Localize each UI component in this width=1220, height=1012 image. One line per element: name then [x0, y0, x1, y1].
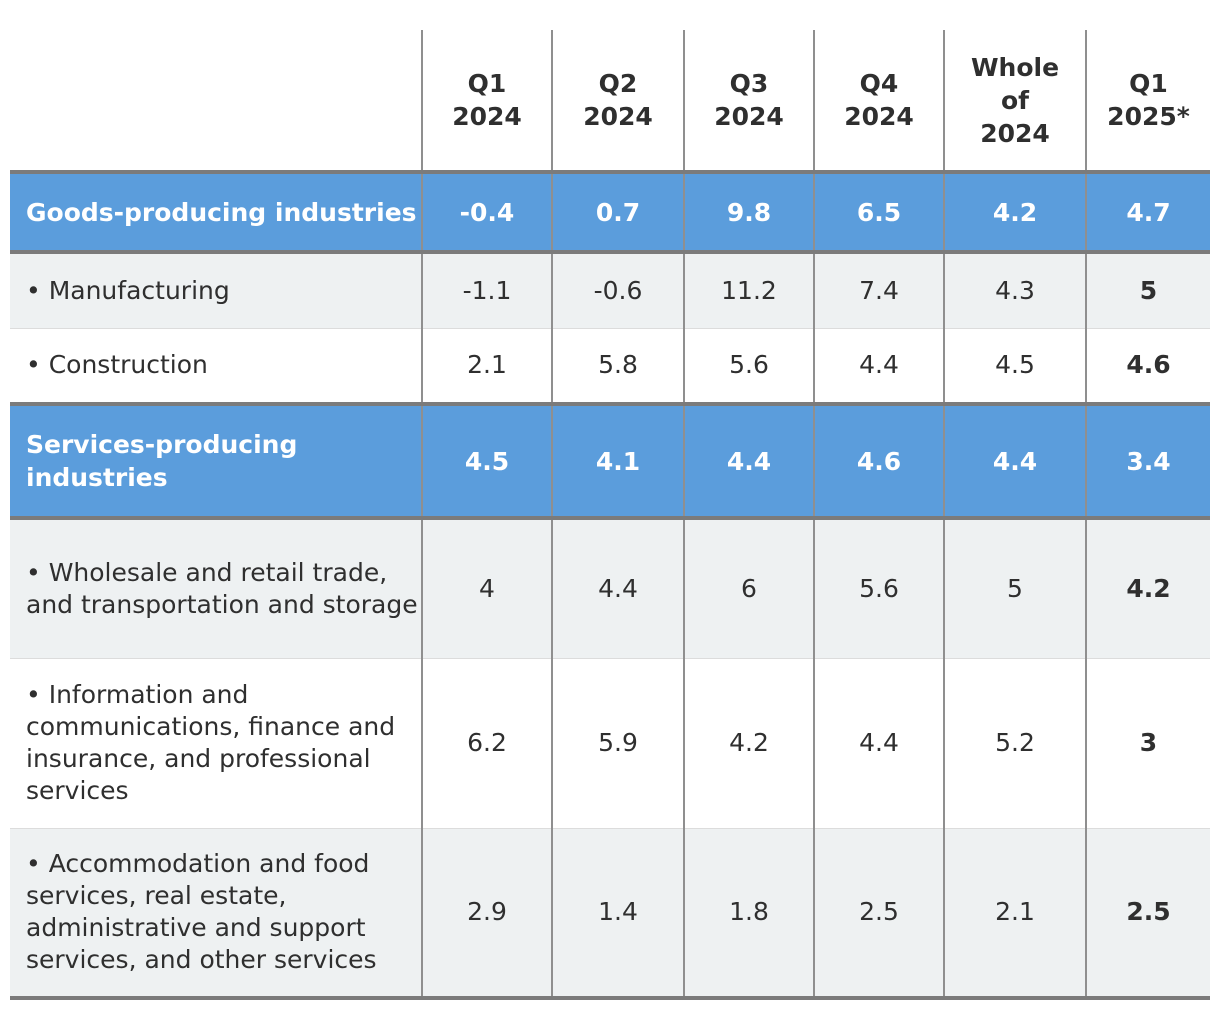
value-cell: 4.5: [943, 327, 1086, 404]
value-cell: 1.4: [551, 827, 684, 1000]
value-cell: 4.4: [551, 518, 684, 658]
value-cell: 2.5: [1085, 827, 1210, 1000]
header-line: 2024: [980, 118, 1050, 148]
value-cell: 5.8: [551, 327, 684, 404]
value-cell: 5.6: [813, 518, 944, 658]
value-cell: 6.5: [813, 170, 944, 254]
value-cell: 4.7: [1085, 170, 1210, 254]
header-q4-2024: Q4 2024: [813, 30, 944, 174]
row-label: • Construction: [10, 327, 422, 404]
value-cell: 4.2: [1085, 518, 1210, 658]
value-cell: 6: [683, 518, 814, 658]
value-cell: 5.6: [683, 327, 814, 404]
value-cell: 6.2: [421, 657, 552, 828]
header-line: 2024: [452, 102, 522, 131]
value-cell: 5: [1085, 252, 1210, 328]
header-q1-2025: Q1 2025*: [1085, 30, 1210, 174]
value-cell: 4.4: [813, 327, 944, 404]
value-cell: -0.6: [551, 252, 684, 328]
value-cell: -1.1: [421, 252, 552, 328]
manufacturing-row: • Manufacturing -1.1 -0.6 11.2 7.4 4.3 5: [10, 252, 1210, 328]
value-cell: 4.5: [421, 402, 552, 520]
row-label: • Wholesale and retail trade, and transp…: [10, 518, 422, 658]
header-line: Q1: [467, 69, 507, 98]
value-cell: 2.1: [421, 327, 552, 404]
value-cell: 9.8: [683, 170, 814, 254]
value-cell: 4.6: [1085, 327, 1210, 404]
header-whole-of-2024: Whole of 2024: [943, 30, 1086, 174]
header-line: Whole: [970, 52, 1060, 82]
value-cell: 4.6: [813, 402, 944, 520]
header-q1-2024: Q1 2024: [421, 30, 552, 174]
value-cell: 4.2: [683, 657, 814, 828]
information-finance-row: • Information and communications, financ…: [10, 657, 1210, 828]
value-cell: 5: [943, 518, 1086, 658]
header-q3-2024: Q3 2024: [683, 30, 814, 174]
row-label: Services-producing industries: [10, 402, 422, 520]
value-cell: -0.4: [421, 170, 552, 254]
construction-row: • Construction 2.1 5.8 5.6 4.4 4.5 4.6: [10, 327, 1210, 404]
value-cell: 2.1: [943, 827, 1086, 1000]
value-cell: 11.2: [683, 252, 814, 328]
header-line: 2024: [844, 102, 914, 131]
row-label: • Manufacturing: [10, 252, 422, 328]
row-label: • Information and communications, financ…: [10, 657, 422, 828]
header-line: Q2: [598, 69, 638, 98]
value-cell: 4.4: [813, 657, 944, 828]
value-cell: 3: [1085, 657, 1210, 828]
value-cell: 7.4: [813, 252, 944, 328]
header-line: 2025*: [1107, 102, 1190, 131]
value-cell: 4.1: [551, 402, 684, 520]
services-producing-row: Services-producing industries 4.5 4.1 4.…: [10, 402, 1210, 520]
value-cell: 4.4: [683, 402, 814, 520]
header-line: of: [1000, 85, 1030, 115]
row-label: Goods-producing industries: [10, 170, 422, 254]
value-cell: 3.4: [1085, 402, 1210, 520]
header-line: Q3: [729, 69, 769, 98]
header-line: Q4: [859, 69, 899, 98]
value-cell: 4.2: [943, 170, 1086, 254]
value-cell: 4: [421, 518, 552, 658]
value-cell: 0.7: [551, 170, 684, 254]
growth-table: Q1 2024 Q2 2024 Q3 2024 Q4 2024 Whole of…: [10, 30, 1210, 1000]
value-cell: 2.5: [813, 827, 944, 1000]
header-line: 2024: [583, 102, 653, 131]
row-label: • Accommodation and food services, real …: [10, 827, 422, 1000]
header-q2-2024: Q2 2024: [551, 30, 684, 174]
accommodation-services-row: • Accommodation and food services, real …: [10, 827, 1210, 1000]
value-cell: 5.2: [943, 657, 1086, 828]
value-cell: 4.4: [943, 402, 1086, 520]
value-cell: 2.9: [421, 827, 552, 1000]
header-line: 2024: [714, 102, 784, 131]
value-cell: 1.8: [683, 827, 814, 1000]
header-line: Q1: [1129, 69, 1168, 98]
wholesale-retail-row: • Wholesale and retail trade, and transp…: [10, 518, 1210, 658]
value-cell: 4.3: [943, 252, 1086, 328]
value-cell: 5.9: [551, 657, 684, 828]
header-blank-cell: [10, 30, 422, 174]
goods-producing-row: Goods-producing industries -0.4 0.7 9.8 …: [10, 170, 1210, 254]
header-row: Q1 2024 Q2 2024 Q3 2024 Q4 2024 Whole of…: [10, 30, 1210, 174]
